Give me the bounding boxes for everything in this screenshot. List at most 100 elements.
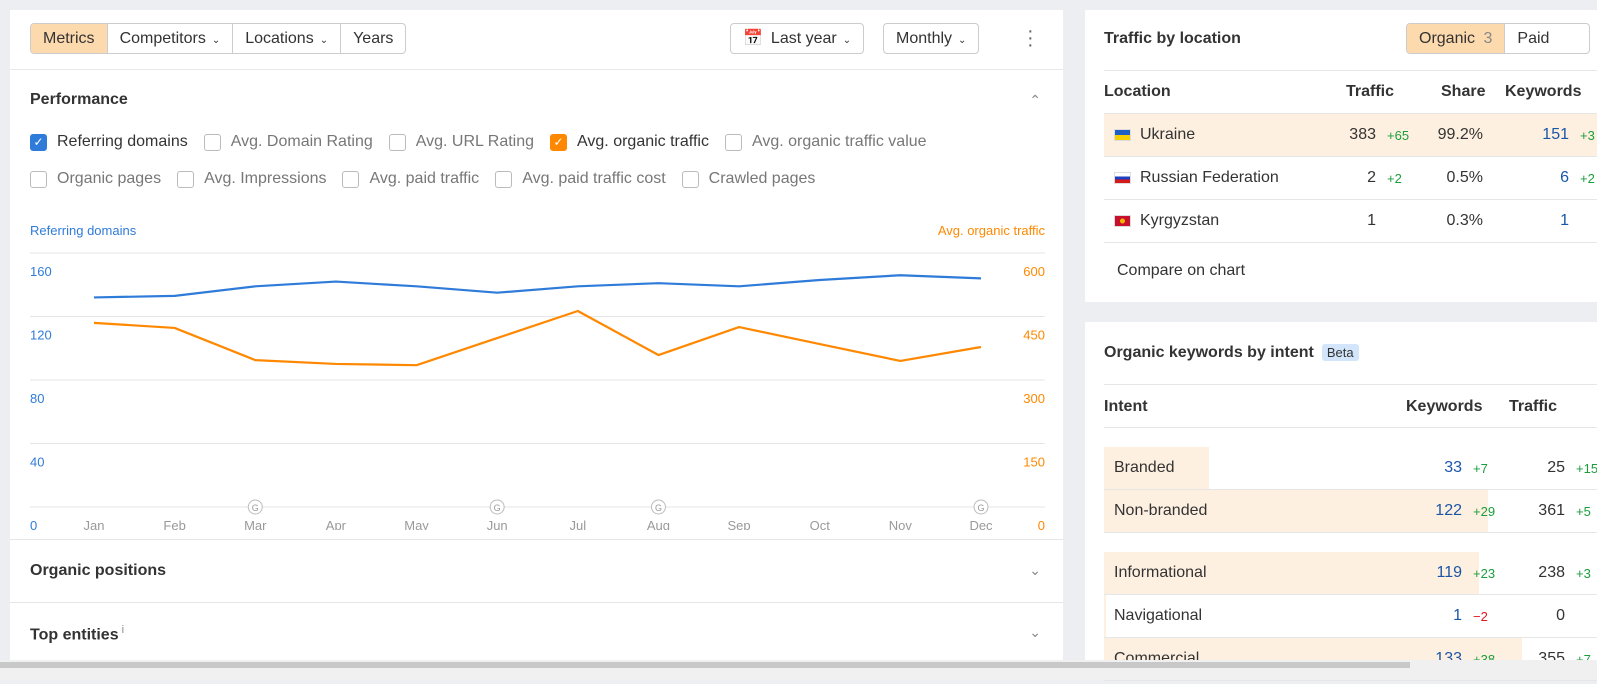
checkbox-label: Organic pages xyxy=(57,170,161,188)
metric-checkbox[interactable]: Avg. Domain Rating xyxy=(204,133,373,151)
keywords-link[interactable]: 151 xyxy=(1542,126,1569,144)
overview-panel: Metrics Competitors⌄ Locations⌄ Years 📅L… xyxy=(10,10,1063,660)
checkbox-icon[interactable] xyxy=(682,171,699,188)
column-header-location[interactable]: Location xyxy=(1104,83,1171,101)
period-dropdown[interactable]: 📅Last year⌄ xyxy=(730,23,864,54)
metric-checkbox[interactable]: Avg. paid traffic cost xyxy=(495,170,665,188)
left-tick-label: 0 xyxy=(30,518,37,530)
flag-icon xyxy=(1114,129,1131,141)
traffic-delta: +15 xyxy=(1576,461,1597,476)
metric-checkbox[interactable]: Crawled pages xyxy=(682,170,816,188)
checkbox-icon[interactable] xyxy=(495,171,512,188)
scrollbar-thumb[interactable] xyxy=(0,662,1410,668)
chevron-down-icon: ⌄ xyxy=(320,35,328,46)
column-header-keywords[interactable]: Keywords xyxy=(1406,398,1482,416)
country-name: Kyrgyzstan xyxy=(1140,212,1219,230)
intent-row[interactable]: Navigational 1 −2 0 xyxy=(1104,595,1597,638)
location-row[interactable]: Kyrgyzstan 1 0.3% 1 xyxy=(1104,200,1597,243)
traffic-type-tabs: Organic 3 Paid xyxy=(1406,23,1590,54)
location-table: Location Traffic Share Keywords Ukraine … xyxy=(1104,70,1597,242)
traffic-delta: +65 xyxy=(1387,128,1409,143)
x-tick-label: Mar xyxy=(244,518,267,530)
chevron-up-icon[interactable]: ⌃ xyxy=(1029,92,1041,109)
checkbox-icon[interactable]: ✓ xyxy=(550,134,567,151)
column-header-intent[interactable]: Intent xyxy=(1104,398,1148,416)
intent-row[interactable]: Non-branded 122 +29 361 +5 xyxy=(1104,490,1597,533)
left-tick-label: 40 xyxy=(30,455,44,470)
traffic-by-location-panel: Traffic by location Organic 3 Paid Locat… xyxy=(1085,10,1597,302)
right-tick-label: 150 xyxy=(1023,455,1045,470)
tab-competitors[interactable]: Competitors⌄ xyxy=(108,24,234,53)
right-tick-label: 0 xyxy=(1038,518,1045,530)
horizontal-scrollbar[interactable] xyxy=(0,660,1597,680)
metric-checkbox[interactable]: Organic pages xyxy=(30,170,161,188)
x-tick-label: Dec xyxy=(969,518,993,530)
metric-checkbox[interactable]: Avg. URL Rating xyxy=(389,133,534,151)
column-header-share[interactable]: Share xyxy=(1441,83,1485,101)
toolbar: Metrics Competitors⌄ Locations⌄ Years 📅L… xyxy=(10,10,1063,70)
tab-locations[interactable]: Locations ⌄ xyxy=(233,24,341,53)
metric-checkbox[interactable]: Avg. organic traffic value xyxy=(725,133,927,151)
checkbox-icon[interactable] xyxy=(342,171,359,188)
checkbox-icon[interactable] xyxy=(389,134,406,151)
organic-positions-title[interactable]: Organic positions xyxy=(30,562,166,580)
checkbox-label: Crawled pages xyxy=(709,170,816,188)
keywords-link[interactable]: 119 xyxy=(1436,564,1462,582)
traffic-value: 383 xyxy=(1349,126,1376,144)
x-tick-label: Jul xyxy=(570,518,587,530)
calendar-icon: 📅 xyxy=(743,30,763,47)
keywords-link[interactable]: 33 xyxy=(1444,459,1462,477)
tab-label: Locations xyxy=(245,30,314,47)
traffic-value: 238 xyxy=(1538,564,1565,582)
location-row[interactable]: Ukraine 383 +65 99.2% 151 +3 xyxy=(1104,114,1597,157)
traffic-value: 361 xyxy=(1538,502,1565,520)
chevron-down-icon: ⌄ xyxy=(212,35,220,46)
column-header-traffic[interactable]: Traffic xyxy=(1346,83,1394,101)
chevron-down-icon[interactable]: ⌄ xyxy=(1029,562,1041,579)
x-tick-label: Feb xyxy=(163,518,185,530)
tab-years[interactable]: Years xyxy=(341,24,405,53)
keywords-link[interactable]: 6 xyxy=(1560,169,1569,187)
metric-checkbox[interactable]: Avg. Impressions xyxy=(177,170,326,188)
checkbox-icon[interactable] xyxy=(30,171,47,188)
metric-checkbox[interactable]: ✓Avg. organic traffic xyxy=(550,133,709,151)
intent-row[interactable]: Informational 119 +23 238 +3 xyxy=(1104,552,1597,595)
location-row[interactable]: Russian Federation 2 +2 0.5% 6 +2 xyxy=(1104,157,1597,200)
country-name: Ukraine xyxy=(1140,126,1195,144)
compare-on-chart-link[interactable]: Compare on chart xyxy=(1117,262,1245,280)
checkbox-icon[interactable]: ✓ xyxy=(30,134,47,151)
x-tick-label: May xyxy=(404,518,429,530)
x-tick-label: Nov xyxy=(889,518,913,530)
column-header-traffic[interactable]: Traffic xyxy=(1509,398,1557,416)
checkbox-label: Referring domains xyxy=(57,133,188,151)
keywords-link[interactable]: 122 xyxy=(1435,502,1462,520)
metric-checkbox[interactable]: ✓ Referring domains xyxy=(30,133,188,151)
keywords-delta: +29 xyxy=(1473,504,1495,519)
more-options-icon[interactable]: ··· xyxy=(1027,28,1033,49)
interval-dropdown[interactable]: Monthly⌄ xyxy=(883,23,979,54)
metric-checkbox[interactable]: Avg. paid traffic xyxy=(342,170,479,188)
traffic-by-location-title: Traffic by location xyxy=(1104,30,1241,48)
keywords-link[interactable]: 1 xyxy=(1453,607,1462,625)
keywords-delta: +3 xyxy=(1580,128,1595,143)
keywords-link[interactable]: 1 xyxy=(1560,212,1569,230)
intent-row[interactable]: Branded 33 +7 25 +15 xyxy=(1104,447,1597,490)
chevron-down-icon[interactable]: ⌄ xyxy=(1029,624,1041,641)
share-value: 99.2% xyxy=(1438,126,1483,144)
tab-organic[interactable]: Organic 3 xyxy=(1407,24,1505,53)
tab-metrics[interactable]: Metrics xyxy=(31,24,108,53)
metric-checkboxes-row2: Organic pages Avg. Impressions Avg. paid t… xyxy=(30,170,831,188)
info-icon[interactable]: i xyxy=(122,624,124,636)
keywords-delta: +2 xyxy=(1580,171,1595,186)
column-header-keywords[interactable]: Keywords xyxy=(1505,83,1581,101)
intent-label: Informational xyxy=(1114,564,1207,582)
divider xyxy=(10,539,1063,540)
checkbox-icon[interactable] xyxy=(204,134,221,151)
tab-paid[interactable]: Paid xyxy=(1505,24,1589,53)
chevron-down-icon: ⌄ xyxy=(958,35,966,46)
checkbox-icon[interactable] xyxy=(177,171,194,188)
keywords-delta: +7 xyxy=(1473,461,1488,476)
checkbox-icon[interactable] xyxy=(725,134,742,151)
